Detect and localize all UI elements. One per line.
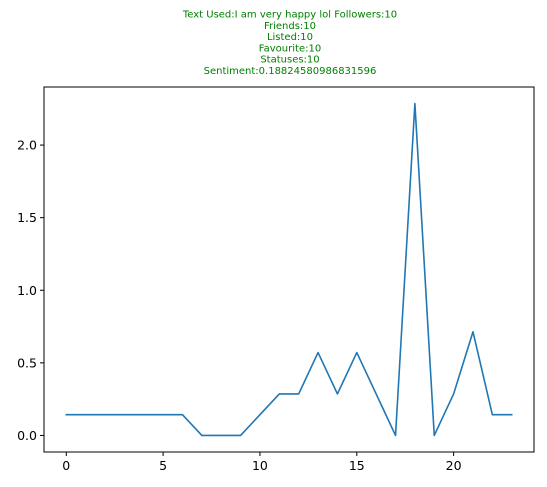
x-tick-label: 15 [349,458,365,473]
title-line: Statuses:10 [260,55,319,66]
axes-frame [43,86,535,453]
y-tick-label: 1.5 [17,210,37,225]
series-line [65,102,513,437]
y-axis-ticks: 0.0 0.5 1.0 1.5 2.0 [17,138,44,443]
x-axis-ticks: 0 5 10 15 20 [62,452,462,473]
y-tick-label: 0.0 [17,428,37,443]
title-line: Favourite:10 [259,43,321,54]
y-tick-label: 1.0 [17,283,37,298]
x-tick-label: 0 [62,458,70,473]
chart-title: Text Used:I am very happy lol Followers:… [182,10,397,78]
y-tick-label: 2.0 [17,138,37,153]
title-line: Listed:10 [267,32,313,43]
x-tick-label: 20 [446,458,462,473]
title-line: Text Used:I am very happy lol Followers:… [182,10,397,21]
title-line: Sentiment:0.18824580986831596 [204,66,377,77]
x-tick-label: 10 [252,458,268,473]
x-tick-label: 5 [159,458,167,473]
title-line: Friends:10 [264,21,316,32]
y-tick-label: 0.5 [17,355,37,370]
